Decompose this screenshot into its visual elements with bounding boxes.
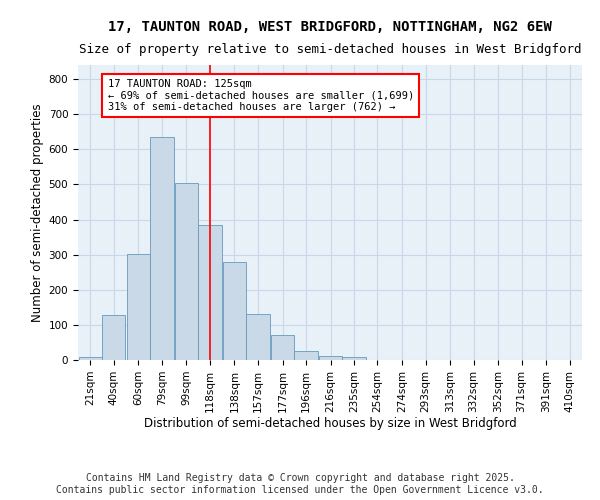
- Bar: [271, 336, 294, 360]
- Bar: [198, 225, 221, 360]
- Bar: [127, 254, 150, 360]
- Bar: [246, 314, 269, 360]
- Text: Size of property relative to semi-detached houses in West Bridgford: Size of property relative to semi-detach…: [79, 42, 581, 56]
- Bar: [223, 262, 246, 360]
- X-axis label: Distribution of semi-detached houses by size in West Bridgford: Distribution of semi-detached houses by …: [143, 418, 517, 430]
- Text: 17, TAUNTON ROAD, WEST BRIDGFORD, NOTTINGHAM, NG2 6EW: 17, TAUNTON ROAD, WEST BRIDGFORD, NOTTIN…: [108, 20, 552, 34]
- Bar: [175, 182, 198, 360]
- Bar: [294, 350, 317, 360]
- Y-axis label: Number of semi-detached properties: Number of semi-detached properties: [31, 103, 44, 322]
- Bar: [79, 357, 102, 360]
- Bar: [150, 138, 173, 360]
- Bar: [319, 356, 343, 360]
- Bar: [343, 357, 366, 360]
- Text: 17 TAUNTON ROAD: 125sqm
← 69% of semi-detached houses are smaller (1,699)
31% of: 17 TAUNTON ROAD: 125sqm ← 69% of semi-de…: [107, 79, 414, 112]
- Text: Contains HM Land Registry data © Crown copyright and database right 2025.
Contai: Contains HM Land Registry data © Crown c…: [56, 474, 544, 495]
- Bar: [102, 315, 125, 360]
